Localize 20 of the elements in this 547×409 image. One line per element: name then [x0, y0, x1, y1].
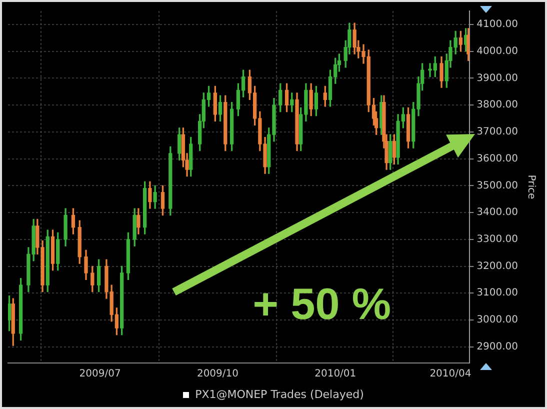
- y-tick-label: 3900.00: [476, 72, 518, 84]
- text: PX1@MONEP Trades (Delayed): [195, 388, 364, 401]
- y-tick-label: 4000.00: [476, 46, 518, 57]
- y-tick-label: 3600.00: [476, 153, 518, 164]
- annotation: + 50 %: [252, 280, 392, 329]
- x-tick-label: 2009/07: [79, 368, 121, 380]
- y-axis-title: Price: [525, 174, 536, 200]
- x-tick-label: 2010/04: [430, 368, 472, 380]
- y-tick-label: 3400.00: [476, 207, 518, 218]
- y-tick-label: 3000.00: [476, 314, 518, 326]
- y-tick-label: 3800.00: [476, 100, 518, 111]
- y-tick-label: 3100.00: [476, 288, 518, 299]
- x-tick-label: 2009/10: [196, 368, 238, 380]
- x-tick-label: 2010/01: [314, 368, 356, 380]
- y-tick-label: 4100.00: [476, 19, 518, 30]
- y-tick-label: 3200.00: [476, 260, 518, 272]
- y-tick-label: 3300.00: [476, 234, 518, 245]
- y-tick-label: 3700.00: [476, 126, 518, 138]
- y-tick-label: 3500.00: [476, 180, 518, 192]
- y-tick-label: 2900.00: [476, 341, 518, 352]
